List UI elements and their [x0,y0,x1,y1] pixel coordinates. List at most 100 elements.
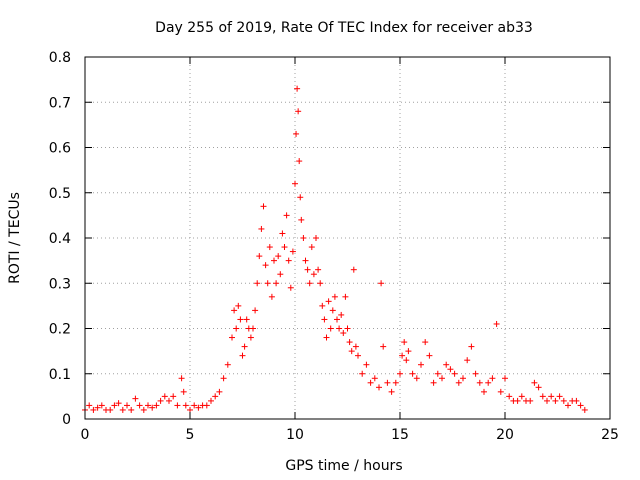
data-point [384,379,391,386]
data-point [323,334,330,341]
y-tick-label: 0.5 [49,186,71,202]
data-point [313,235,319,241]
data-point [98,402,105,409]
data-point [252,307,259,314]
data-point [573,397,580,404]
data-point [302,257,309,264]
data-point [346,339,353,346]
data-point [489,375,496,382]
data-point [380,343,387,350]
data-point [275,253,282,260]
data-point [279,230,286,237]
data-point [336,325,343,332]
data-point [294,85,301,92]
y-tick-label: 0 [62,412,71,428]
data-point [422,339,429,346]
data-point [455,379,462,386]
data-point [264,280,271,287]
x-axis-label: GPS time / hours [285,458,402,474]
data-point [531,379,538,386]
data-point [472,370,479,377]
data-point [260,203,267,210]
data-point [443,361,450,368]
data-points [82,85,588,413]
data-point [132,395,139,402]
data-point [136,402,143,409]
data-point [243,316,250,323]
chart-title: Day 255 of 2019, Rate Of TEC Index for r… [155,20,533,36]
data-point [506,393,513,400]
data-point [145,402,151,409]
data-point [426,352,433,359]
data-point [355,352,361,359]
data-point [178,375,185,382]
data-point [295,108,302,115]
data-point [527,397,534,404]
data-point [285,257,292,264]
data-point [329,307,336,314]
data-point [430,379,437,386]
data-point [233,325,240,332]
grid [85,57,610,419]
data-point [447,366,454,373]
data-point [464,357,471,364]
data-point [273,280,280,287]
data-point [298,216,305,223]
data-point [277,271,284,278]
data-point [535,384,542,391]
data-point [292,180,298,187]
data-point [319,302,326,309]
data-point [187,406,193,413]
data-point [94,404,101,411]
data-point [140,406,147,413]
data-point [502,375,508,382]
data-point [170,393,177,400]
data-point [115,400,122,407]
data-point [460,375,466,382]
y-tick-label: 0.2 [49,322,71,338]
data-point [212,393,219,400]
data-point [182,402,189,409]
data-point [237,316,244,323]
data-point [128,406,135,413]
data-point [119,406,126,413]
data-point [256,253,263,260]
data-point [300,235,307,241]
data-point [281,244,288,251]
data-point [397,370,403,377]
data-point [254,280,261,287]
y-tick-label: 0.6 [49,141,71,157]
data-point [310,271,317,278]
data-point [166,397,172,404]
data-point [581,406,588,413]
data-point [485,379,492,386]
data-point [392,379,399,386]
data-point [338,311,345,318]
y-tick-label: 0.3 [49,276,71,292]
data-point [266,244,273,251]
data-point [399,352,406,359]
data-point [413,375,420,382]
data-point [552,397,559,404]
data-point [297,194,304,201]
data-point [565,402,571,409]
data-point [229,334,235,341]
data-point [577,402,584,409]
data-point [224,361,231,368]
x-tick-label: 15 [391,427,409,443]
data-point [149,404,156,411]
data-point [308,244,315,251]
data-point [518,393,525,400]
data-point [350,266,357,273]
data-point [239,352,246,359]
data-point [293,130,300,137]
x-tick-label: 5 [186,427,195,443]
y-axis-label: ROTI / TECUs [7,192,23,284]
data-point [287,284,294,291]
data-point [161,393,168,400]
data-point [327,325,334,332]
data-point [388,388,395,395]
data-point [247,334,254,341]
data-point [371,375,378,382]
data-point [481,388,487,395]
